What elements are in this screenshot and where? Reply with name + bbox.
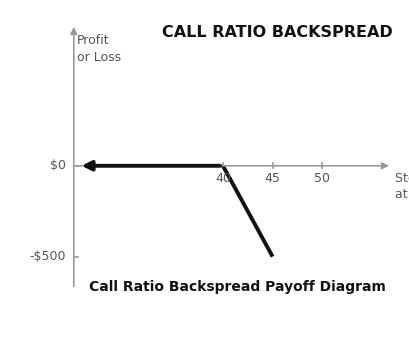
Text: CALL RATIO BACKSPREAD: CALL RATIO BACKSPREAD xyxy=(162,25,391,40)
Text: Call Ratio Backspread Payoff Diagram: Call Ratio Backspread Payoff Diagram xyxy=(89,280,385,294)
Text: $0: $0 xyxy=(50,159,66,172)
Text: 45: 45 xyxy=(264,172,280,185)
Text: 40: 40 xyxy=(214,172,230,185)
Text: Profit
or Loss: Profit or Loss xyxy=(77,34,121,64)
Text: Stock Price
at Expiration: Stock Price at Expiration xyxy=(394,172,409,201)
Text: -$500: -$500 xyxy=(29,250,66,263)
Text: 50: 50 xyxy=(314,172,330,185)
